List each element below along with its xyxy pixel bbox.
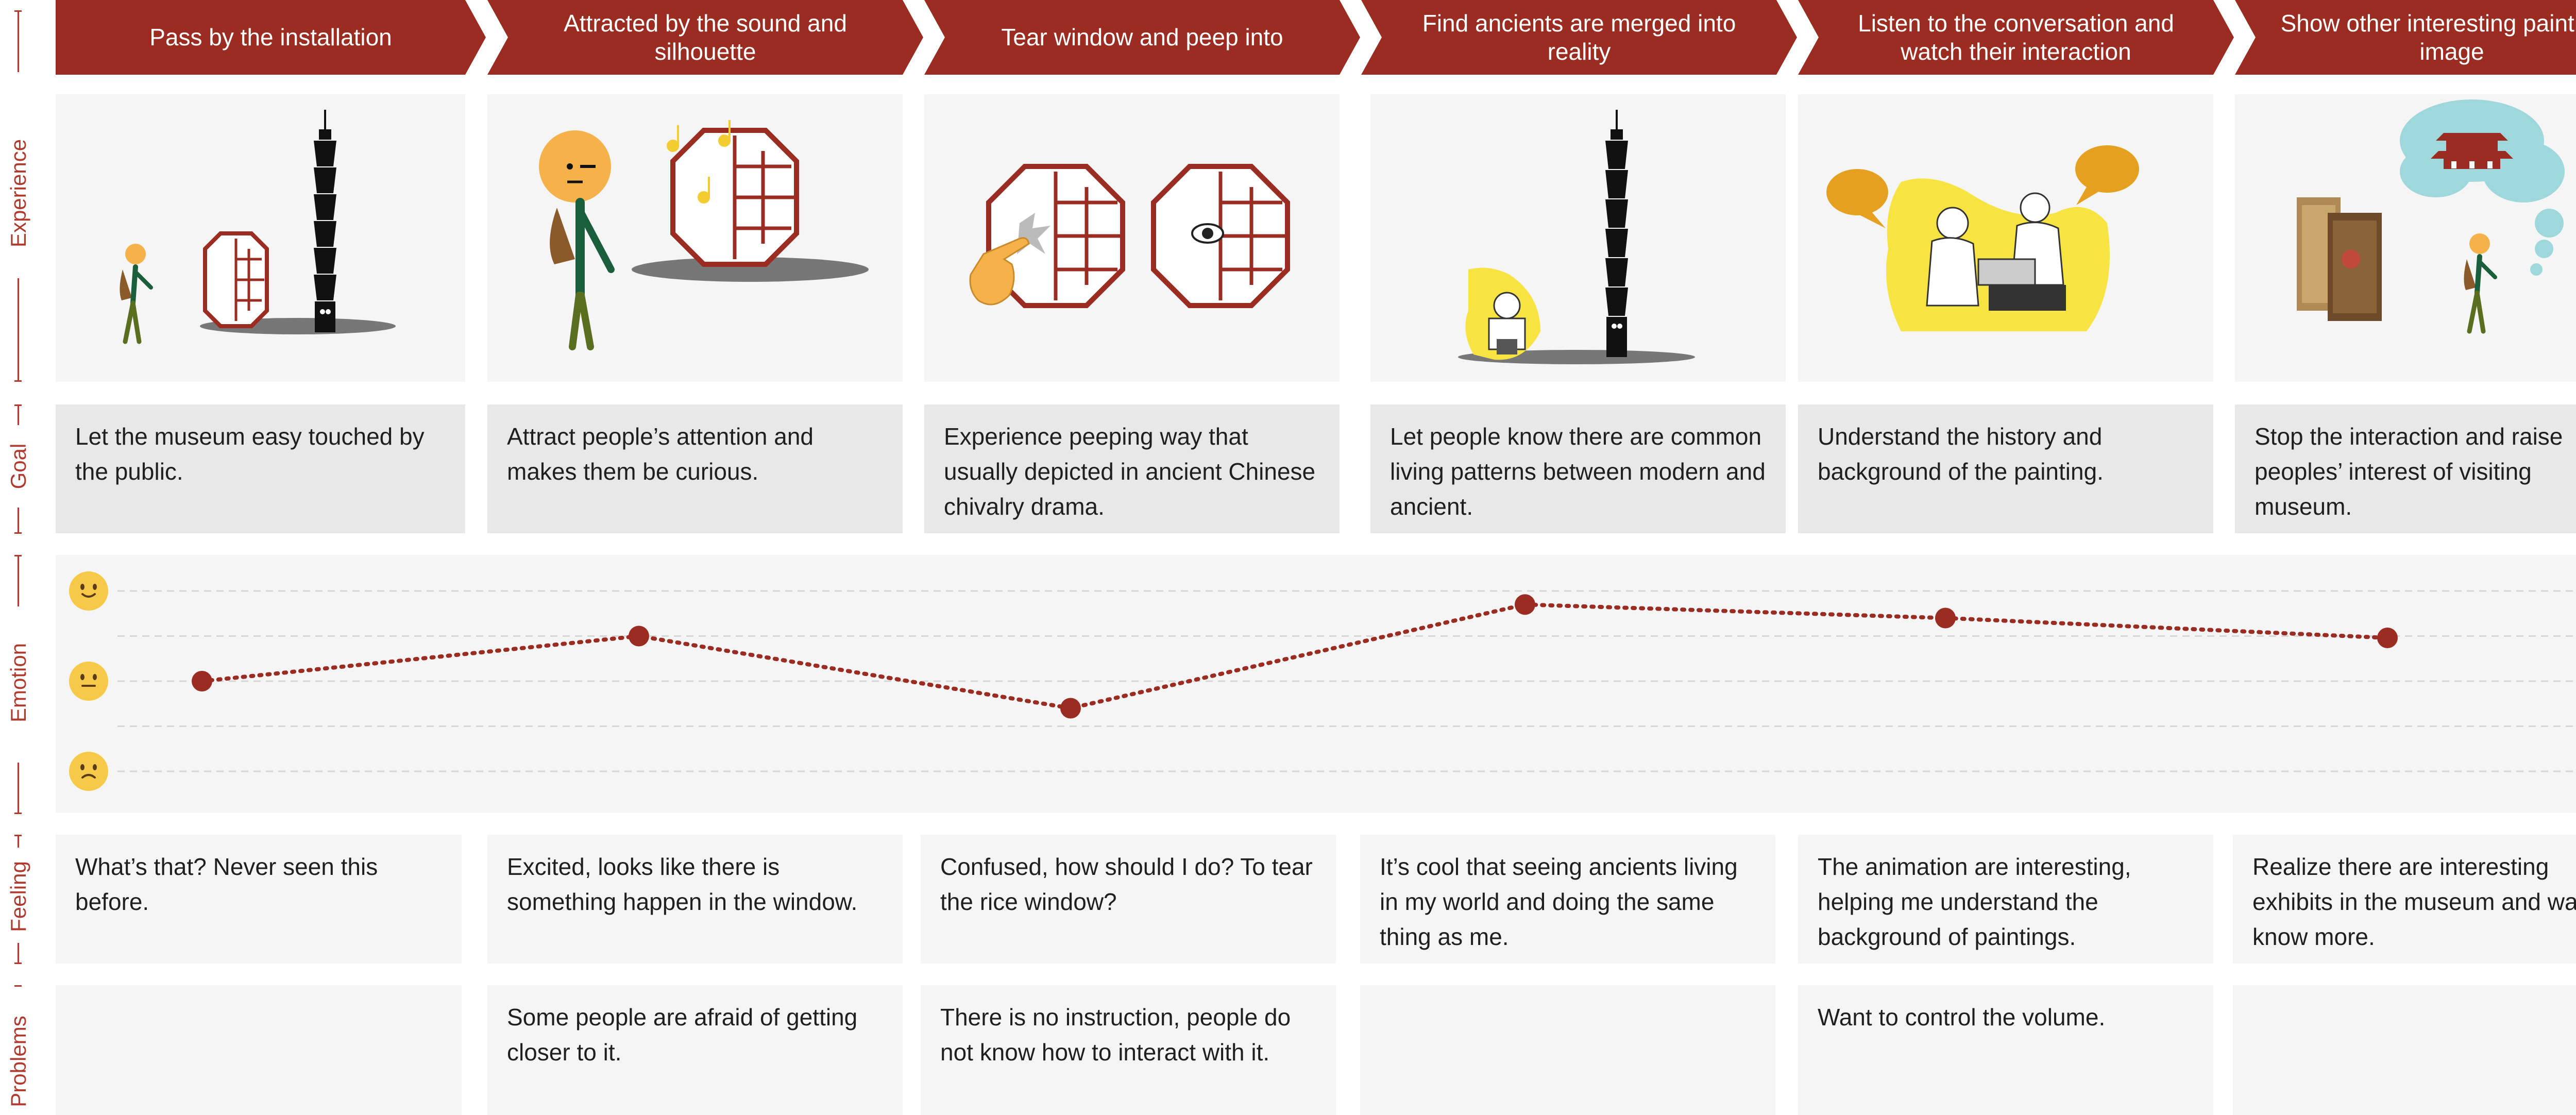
problem-card <box>56 985 462 1115</box>
emotion-point <box>1935 607 1956 629</box>
emotion-chart-panel <box>56 555 2576 813</box>
axis-label-feeling: Feeling <box>6 861 30 932</box>
problem-card: Want to control the volume. <box>1798 985 2213 1115</box>
axis-tick <box>14 532 22 534</box>
axis-label-problems: Problems <box>6 1016 30 1107</box>
sad-face-icon <box>69 752 108 791</box>
goal-card: Stop the interaction and raise peoples’ … <box>2235 404 2576 533</box>
problem-card <box>2233 985 2576 1115</box>
speech-bubble-icon <box>1826 169 1888 228</box>
stage-arrow: Attracted by the sound and silhouette <box>487 0 923 75</box>
happy-face-icon <box>69 571 108 611</box>
problem-card <box>1360 985 1775 1115</box>
experience-illustration <box>2297 99 2565 334</box>
axis-tick <box>14 10 22 12</box>
axis-line <box>18 763 19 814</box>
axis-tick <box>14 985 22 987</box>
emotion-point <box>192 671 212 691</box>
feeling-card: It’s cool that seeing ancients living in… <box>1360 835 1775 964</box>
lattice-window-icon <box>986 164 1125 308</box>
experience-illustration <box>1826 145 2139 331</box>
stage-arrow: Pass by the installation <box>56 0 486 75</box>
axis-tick <box>14 962 22 964</box>
walking-person-icon <box>539 130 615 350</box>
stage-arrow: Show other interesting paintings’ image <box>2235 0 2576 75</box>
feeling-card: Excited, looks like there is something h… <box>487 835 903 964</box>
axis-line <box>18 835 19 848</box>
axis-label-goal: Goal <box>6 443 30 489</box>
goal-card: Attract people’s attention and makes the… <box>487 404 903 533</box>
emotion-line <box>200 602 2389 711</box>
stage-arrow: Tear window and peep into <box>924 0 1360 75</box>
painting-icon <box>1926 192 2066 311</box>
peeping-eye-icon <box>1191 223 1224 244</box>
axis-label-emotion: Emotion <box>6 643 30 723</box>
music-notes-icon <box>667 120 731 204</box>
emotion-chart <box>69 571 2576 791</box>
axis-line <box>18 10 19 72</box>
problem-card: There is no instruction, people do not k… <box>921 985 1336 1115</box>
emotion-point <box>1515 594 1535 615</box>
emotion-point <box>2377 628 2398 648</box>
walking-person-icon <box>2464 233 2497 334</box>
axis-line <box>18 404 19 425</box>
experience-illustration <box>120 110 396 344</box>
neutral-face-icon <box>69 662 108 701</box>
taipei-101-tower-icon <box>1605 110 1628 357</box>
axis-line <box>18 943 19 964</box>
experience-card <box>1370 94 1786 382</box>
goal-card: Let people know there are common living … <box>1370 404 1786 533</box>
temple-icon <box>2431 133 2513 169</box>
experience-card <box>56 94 465 382</box>
lattice-window-icon <box>203 231 269 328</box>
painting-icon <box>2297 197 2382 321</box>
feeling-card: The animation are interesting, helping m… <box>1798 835 2213 964</box>
experience-card <box>1798 94 2213 382</box>
goal-card: Understand the history and background of… <box>1798 404 2213 533</box>
speech-bubble-icon <box>2075 145 2139 205</box>
goal-card: Let the museum easy touched by the publi… <box>56 404 465 533</box>
taipei-101-tower-icon <box>314 110 336 332</box>
experience-illustration <box>1458 110 1695 364</box>
emotion-point <box>1060 698 1081 719</box>
experience-card <box>2235 94 2576 382</box>
axis-line <box>18 278 19 381</box>
feeling-card: Confused, how should I do? To tear the r… <box>921 835 1336 964</box>
pointing-hand-icon <box>969 237 1030 306</box>
walking-person-icon <box>120 244 153 344</box>
goal-card: Experience peeping way that usually depi… <box>924 404 1340 533</box>
feeling-card: What’s that? Never seen this before. <box>56 835 462 964</box>
feeling-card: Realize there are interesting exhibits i… <box>2233 835 2576 964</box>
experience-illustration <box>969 164 1290 308</box>
axis-line <box>18 555 19 606</box>
experience-card <box>924 94 1340 382</box>
axis-tick <box>14 380 22 382</box>
painting-icon <box>1488 292 1526 354</box>
stage-arrow: Find ancients are merged into reality <box>1361 0 1797 75</box>
experience-illustration <box>539 120 869 350</box>
axis-line <box>18 508 19 533</box>
lattice-window-icon <box>670 128 799 267</box>
emotion-point <box>629 626 649 647</box>
axis-label-experience: Experience <box>6 139 30 248</box>
stage-arrow: Listen to the conversation and watch the… <box>1798 0 2234 75</box>
experience-card <box>487 94 903 382</box>
axis-tick <box>14 813 22 814</box>
problem-card: Some people are afraid of getting closer… <box>487 985 903 1115</box>
